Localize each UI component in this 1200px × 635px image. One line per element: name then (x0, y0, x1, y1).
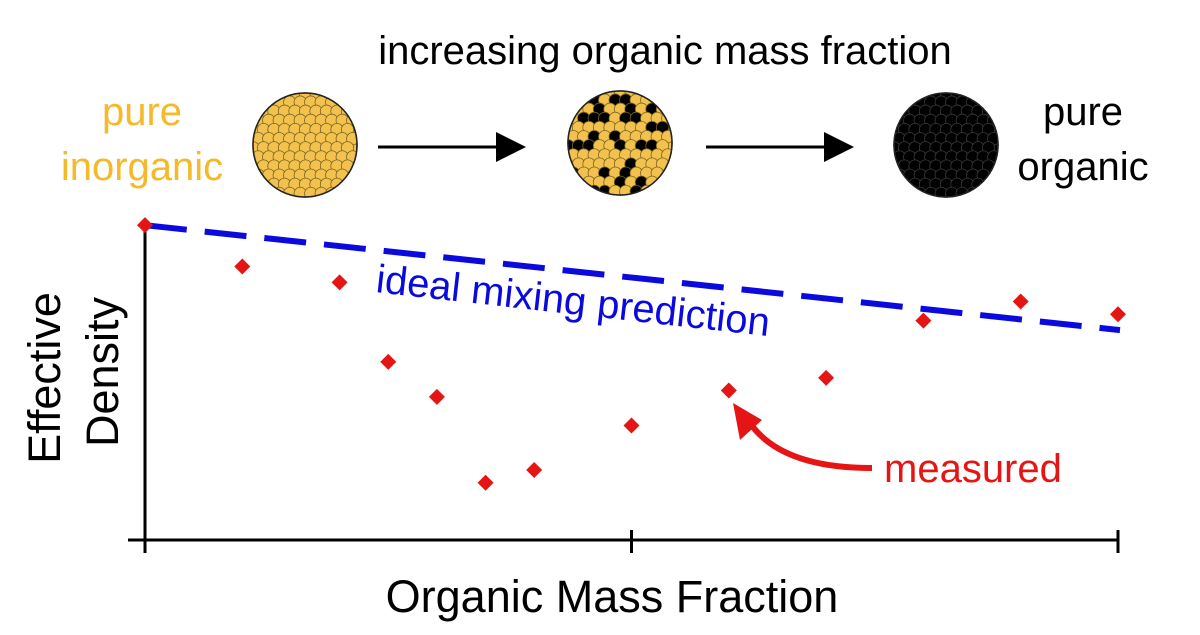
measured-annotation: measured (884, 447, 1062, 491)
measured-point-9 (818, 369, 835, 386)
grain (587, 184, 601, 195)
particle-organic-outline (893, 92, 999, 198)
measured-point-8 (720, 382, 737, 399)
mixed-particle-icon (567, 90, 673, 196)
particle-organic-grains (894, 93, 998, 197)
plot-axes (128, 222, 1120, 553)
x-axis-ticks (143, 530, 1120, 553)
measured-point-11 (1012, 293, 1029, 310)
measured-series (137, 217, 1126, 491)
measured-point-3 (380, 353, 397, 370)
pure-inorganic-label-line2: inorganic (61, 145, 223, 189)
figure-title: increasing organic mass fraction (378, 29, 952, 73)
particle-mixed-grains (568, 91, 672, 195)
measured-point-0 (137, 217, 153, 234)
measured-point-1 (234, 258, 251, 275)
y-axis-label-line1: Effective (19, 292, 70, 464)
particle-inorganic-grains (253, 93, 357, 197)
particle-mixed-outline (567, 90, 673, 196)
pure-inorganic-particle-icon (252, 92, 358, 198)
measured-point-10 (915, 312, 932, 329)
particle-inorganic-outline (252, 92, 358, 198)
pure-inorganic-label-line1: pure (102, 90, 182, 134)
measured-point-2 (331, 274, 348, 291)
pure-organic-label-line1: pure (1043, 90, 1123, 134)
pure-organic-label-line2: organic (1017, 145, 1148, 189)
prediction-series (144, 222, 1121, 334)
measured-point-12 (1110, 306, 1126, 323)
measured-point-5 (477, 474, 494, 491)
pure-organic-particle-icon (893, 92, 999, 198)
y-axis-label-line2: Density (77, 296, 128, 447)
prediction-line (144, 222, 1121, 334)
grain (272, 186, 286, 197)
measured-point-4 (428, 388, 445, 405)
measured-pointer-arrowhead (733, 403, 762, 440)
measured-point-6 (526, 462, 543, 479)
measured-pointer-arrow (745, 418, 873, 471)
grain (913, 186, 927, 197)
measured-point-7 (623, 417, 640, 434)
x-axis-label: Organic Mass Fraction (386, 571, 839, 622)
